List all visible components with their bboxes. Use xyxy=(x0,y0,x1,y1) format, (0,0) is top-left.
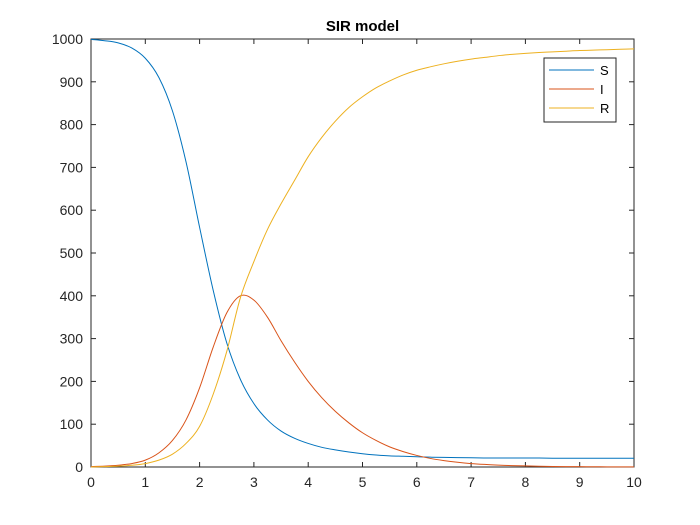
series-line-s xyxy=(90,38,634,459)
legend-label-r: R xyxy=(600,101,609,116)
legend-label-i: I xyxy=(600,82,604,97)
x-tick-label: 5 xyxy=(359,474,367,490)
y-tick-label: 400 xyxy=(60,288,84,304)
x-tick-label: 2 xyxy=(196,474,204,490)
y-tick-label: 1000 xyxy=(52,31,83,47)
series-lines xyxy=(90,38,635,468)
x-tick-label: 6 xyxy=(413,474,421,490)
y-tick-label: 600 xyxy=(60,202,84,218)
axis-ticks: 0 1 2 3 4 5 6 7 8 9 100100200300400500600700800900… xyxy=(52,31,642,490)
x-tick-label: 3 xyxy=(250,474,258,490)
legend-label-s: S xyxy=(600,63,609,78)
y-tick-label: 500 xyxy=(60,245,84,261)
series-line-i xyxy=(90,294,635,468)
legend-box xyxy=(543,57,617,123)
chart-title: SIR model xyxy=(326,18,399,35)
y-tick-label: 300 xyxy=(60,331,84,347)
x-tick-label: 0 xyxy=(87,474,95,490)
y-tick-label: 0 xyxy=(75,459,83,475)
x-tick-label: 1 xyxy=(141,474,149,490)
x-tick-label: 7 xyxy=(467,474,475,490)
series-line-r xyxy=(90,48,635,468)
y-tick-label: 800 xyxy=(60,117,84,133)
x-tick-label: 9 xyxy=(576,474,584,490)
x-tick-label: 10 xyxy=(626,474,642,490)
y-tick-label: 100 xyxy=(60,416,84,432)
legend: SIR xyxy=(543,57,617,123)
x-tick-label: 4 xyxy=(304,474,312,490)
y-tick-label: 200 xyxy=(60,373,84,389)
y-tick-label: 900 xyxy=(60,74,84,90)
y-tick-label: 700 xyxy=(60,159,84,175)
x-tick-label: 8 xyxy=(522,474,530,490)
